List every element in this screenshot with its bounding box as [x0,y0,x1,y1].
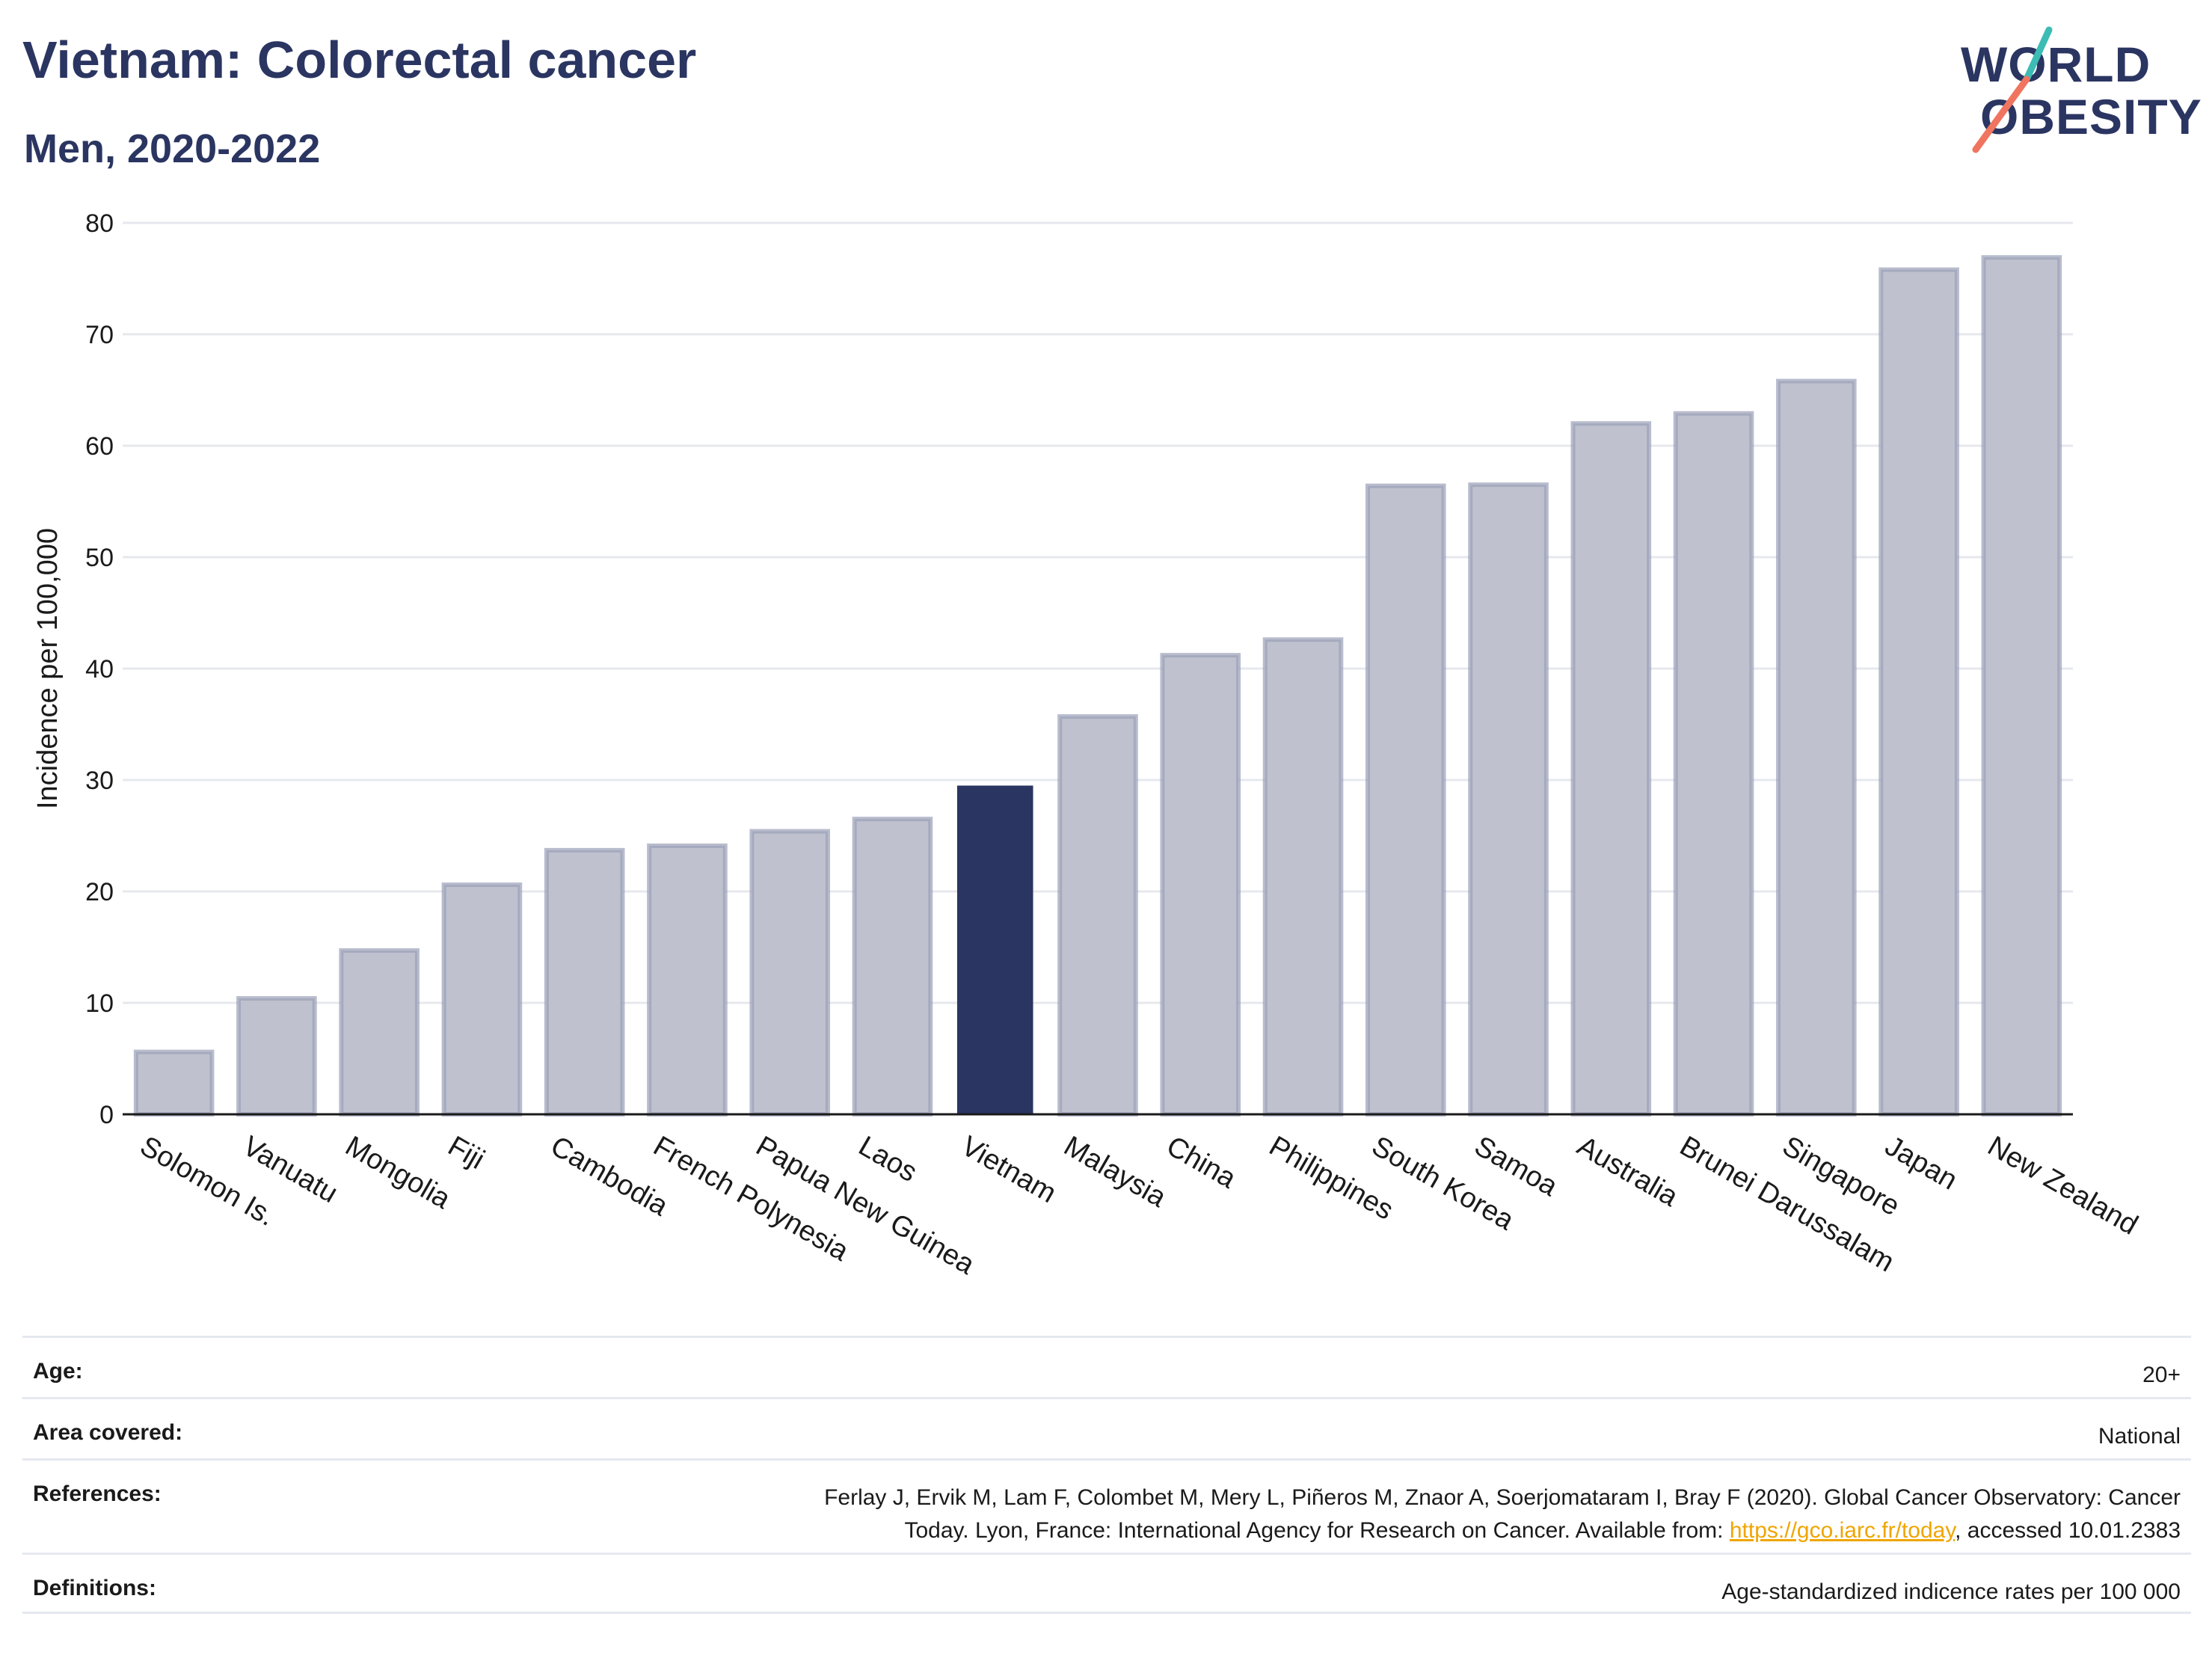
bar [956,785,1033,1114]
age-value: 20+ [2142,1363,2181,1387]
info-row-references: References: Ferlay J, Ervik M, Lam F, Co… [22,1458,2191,1553]
bar [749,829,830,1117]
age-label: Age: [33,1359,83,1384]
info-row-area: Area covered: National [22,1397,2191,1458]
logo-text-obesity: OBESITY [1980,89,2202,144]
y-tick-label: 10 [85,989,114,1018]
bar [339,948,420,1117]
x-tick-label: Vietnam [956,1130,1061,1209]
x-tick-label: Fiji [443,1130,490,1176]
chart-title: Vietnam: Colorectal cancer [22,31,697,89]
references-text-3: , accessed 10.01.2383 [1955,1518,2181,1543]
x-tick-label: Mongolia [340,1130,456,1215]
bar [1160,653,1241,1117]
x-tick-label: China [1161,1130,1242,1194]
definitions-value: Age-standardized indicence rates per 100… [1721,1579,2181,1604]
y-tick-label: 0 [99,1101,114,1129]
x-tick-label: Japan [1880,1130,1963,1196]
y-tick-label: 40 [85,655,114,684]
references-label: References: [33,1481,162,1506]
definitions-label: Definitions: [33,1576,156,1600]
references-value: Ferlay J, Ervik M, Lam F, Colombet M, Me… [824,1461,2181,1547]
bar [133,1049,215,1117]
area-value: National [2098,1424,2181,1449]
bar [1365,483,1446,1117]
info-row-age: Age: 20+ [22,1336,2191,1397]
area-label: Area covered: [33,1420,183,1445]
y-tick-label: 30 [85,767,114,795]
x-tick-label: Malaysia [1059,1130,1173,1214]
x-tick-label: New Zealand [1982,1130,2143,1241]
bar [236,996,317,1117]
y-tick-label: 60 [85,432,114,461]
y-tick-label: 20 [85,878,114,906]
logo-slash-icon [1972,26,2053,153]
x-tick-label: Laos [853,1130,922,1188]
x-tick-label: Cambodia [545,1130,674,1222]
references-text-2: Today. Lyon, France: International Agenc… [904,1518,1730,1543]
info-table: Age: 20+ Area covered: National Referenc… [22,1336,2191,1614]
bar [1570,421,1652,1117]
bar [1981,255,2062,1117]
chart-subtitle: Men, 2020-2022 [24,126,321,171]
bar [1673,411,1754,1117]
bar [1878,267,1959,1117]
bar [852,817,933,1117]
bar [1468,482,1549,1117]
references-link[interactable]: https://gco.iarc.fr/today [1729,1518,1956,1543]
y-tick-label: 50 [85,544,114,572]
bar [647,843,728,1117]
bar [1776,378,1857,1117]
logo-text-world: WORLD [1961,37,2151,92]
references-text-1: Ferlay J, Ervik M, Lam F, Colombet M, Me… [824,1485,2181,1510]
y-tick-label: 80 [85,209,114,238]
x-tick-label: Australia [1572,1130,1684,1213]
bar [1262,637,1344,1117]
bar [1057,714,1138,1117]
bar [441,882,523,1117]
y-axis-title: Incidence per 100,000 [32,528,64,809]
info-row-definitions: Definitions: Age-standardized indicence … [22,1553,2191,1614]
bar [544,847,625,1117]
world-obesity-logo: WORLD OBESITY [1952,21,2202,163]
y-tick-label: 70 [85,321,114,349]
